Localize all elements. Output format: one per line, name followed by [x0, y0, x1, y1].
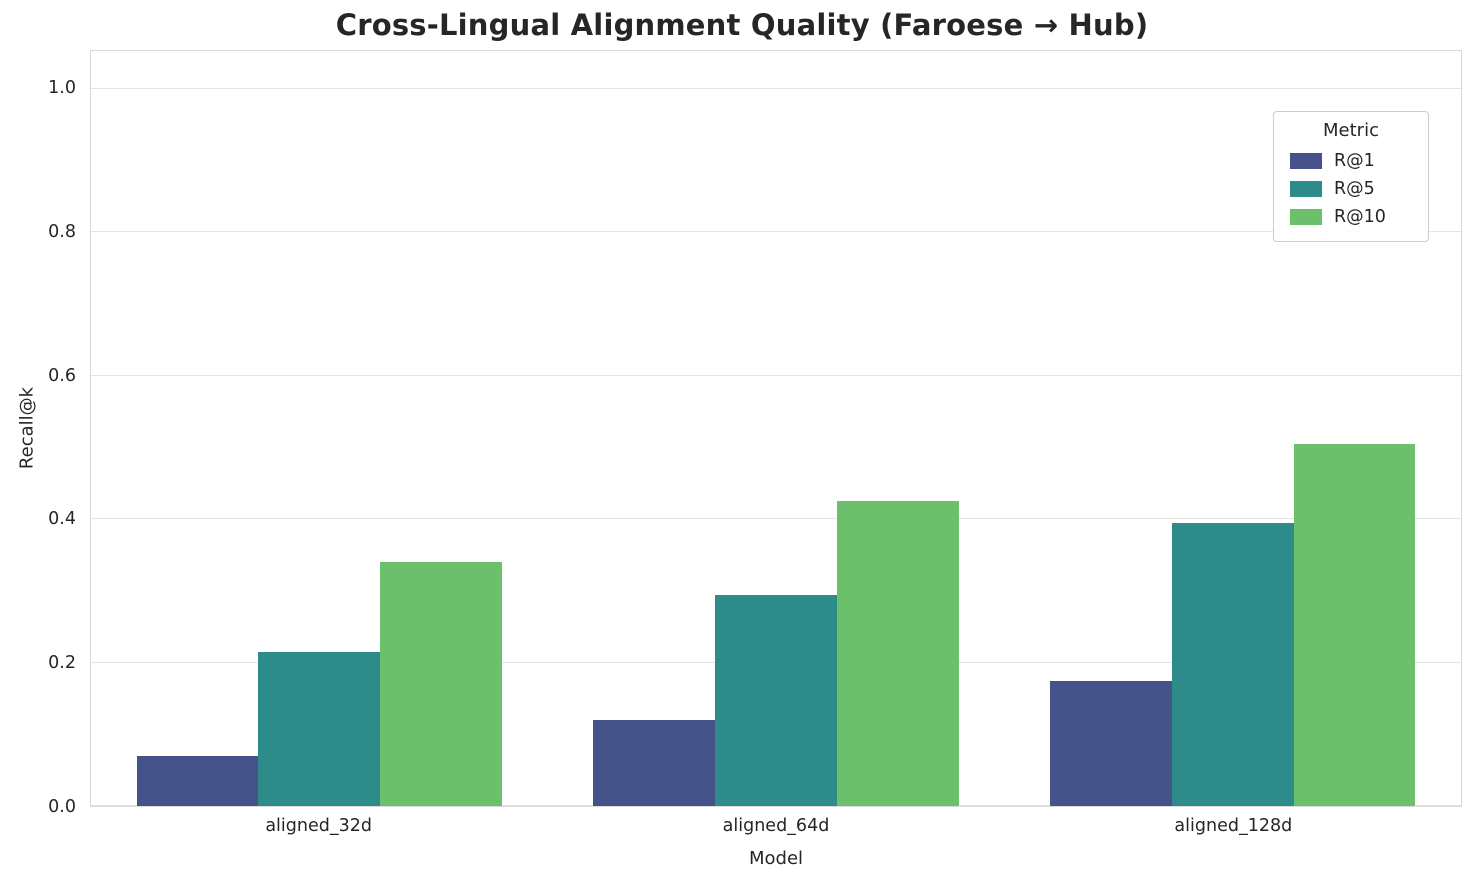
- bar-aligned_32d-R@10: [380, 562, 502, 806]
- legend: Metric R@1 R@5 R@10: [1273, 111, 1429, 242]
- bar-aligned_128d-R@10: [1293, 443, 1416, 806]
- bar-groups: [91, 51, 1461, 806]
- legend-swatch-icon: [1290, 181, 1322, 197]
- legend-items: R@1 R@5 R@10: [1286, 147, 1416, 231]
- gridline: [91, 88, 1461, 90]
- chart-title: Cross-Lingual Alignment Quality (Faroese…: [335, 8, 1149, 42]
- bar-group-aligned_64d: [548, 51, 1005, 806]
- gridline: [91, 374, 1461, 376]
- y-tick-label: 0.6: [48, 365, 76, 386]
- y-axis-ticks: 0.0 0.2 0.4 0.6 0.8 1.0: [0, 50, 82, 817]
- legend-item-R@10: R@10: [1286, 203, 1416, 231]
- y-tick-label: 0.8: [48, 221, 76, 242]
- legend-item-R@1: R@1: [1286, 147, 1416, 175]
- x-tick-label: aligned_32d: [265, 816, 372, 836]
- legend-swatch-icon: [1290, 209, 1322, 225]
- legend-item-R@5: R@5: [1286, 175, 1416, 203]
- bar-aligned_64d-R@1: [593, 719, 716, 806]
- gridline: [91, 231, 1461, 233]
- legend-label: R@5: [1334, 179, 1375, 199]
- y-tick-label: 0.2: [48, 653, 76, 674]
- y-axis-label: Recall@k: [16, 386, 38, 470]
- bar-aligned_32d-R@5: [258, 651, 381, 806]
- bar-aligned_128d-R@1: [1050, 680, 1172, 806]
- y-tick-label: 1.0: [48, 78, 76, 99]
- x-axis-ticks: aligned_32d aligned_64d aligned_128d: [90, 816, 1462, 836]
- plot-area: Metric R@1 R@5 R@10: [90, 50, 1462, 807]
- bar-group-aligned_32d: [91, 51, 548, 806]
- x-tick-label: aligned_128d: [1174, 816, 1293, 836]
- bar-aligned_128d-R@5: [1171, 522, 1294, 806]
- legend-swatch-icon: [1290, 153, 1322, 169]
- legend-label: R@10: [1334, 207, 1386, 227]
- legend-title: Metric: [1323, 120, 1379, 141]
- x-tick-label: aligned_64d: [722, 816, 830, 836]
- bar-group-aligned_128d: [1004, 51, 1461, 806]
- x-axis-label: Model: [748, 848, 804, 869]
- y-tick-label: 0.0: [48, 797, 76, 817]
- y-tick-label: 0.4: [48, 509, 76, 530]
- bar-aligned_64d-R@10: [836, 501, 959, 806]
- legend-label: R@1: [1334, 151, 1375, 171]
- gridline: [91, 518, 1461, 520]
- bar-aligned_64d-R@5: [715, 594, 837, 806]
- bar-aligned_32d-R@1: [136, 755, 259, 806]
